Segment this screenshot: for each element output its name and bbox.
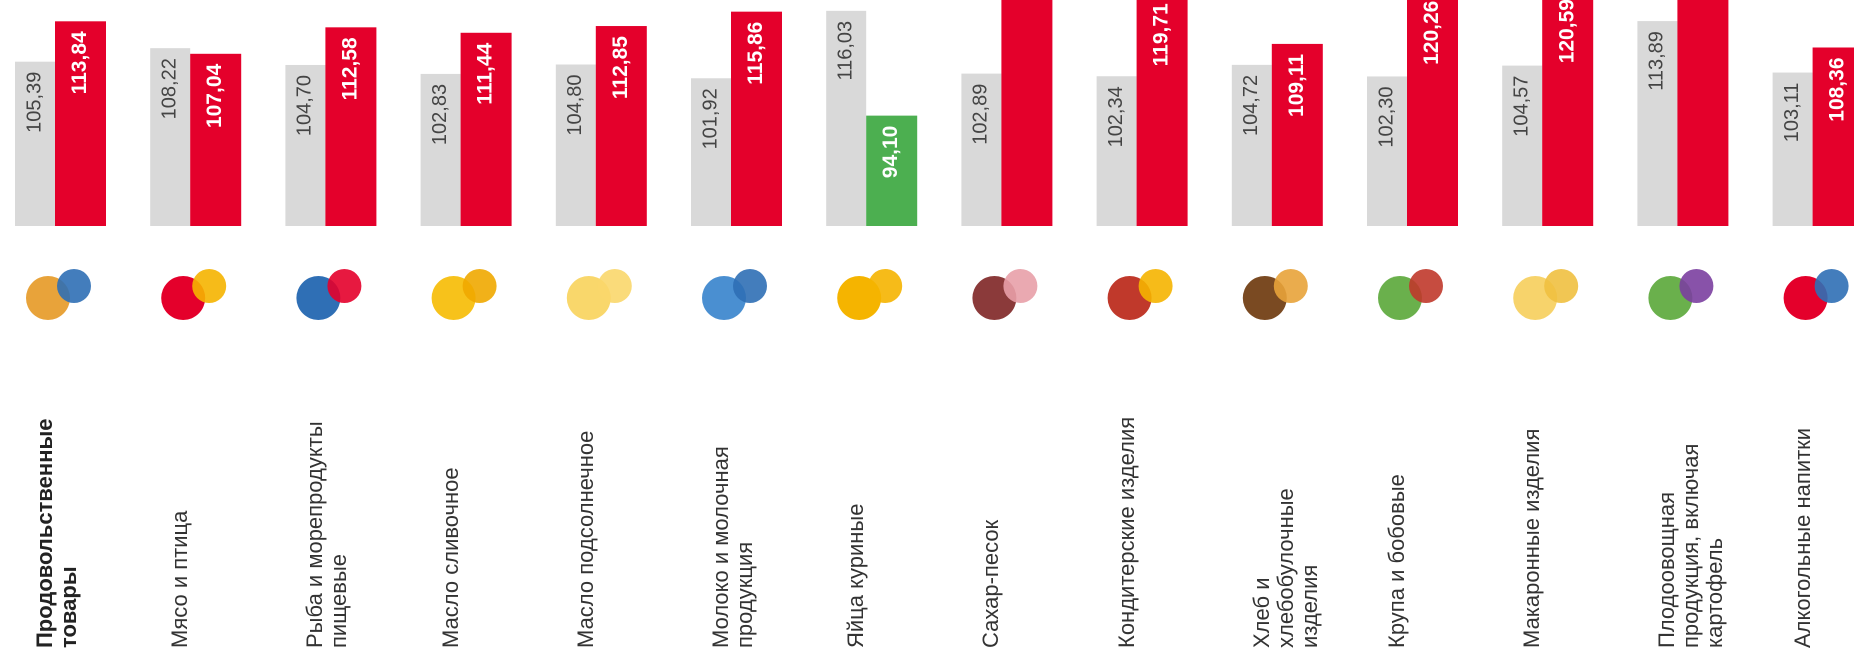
value-label: 102,34 — [1105, 86, 1127, 147]
value-label: 113,89 — [1646, 31, 1668, 91]
icon-part — [733, 269, 767, 303]
value-label: 102,30 — [1375, 86, 1397, 147]
value-label: 119,71 — [1150, 3, 1173, 66]
category-label: Мясо и птица — [168, 348, 192, 648]
value-label: 104,72 — [1240, 75, 1262, 136]
icon-part — [1544, 269, 1578, 303]
value-label: 109,11 — [1285, 54, 1308, 117]
page: 105,39 113,84 108,22 107,04 104,70 112,58 102,… — [0, 0, 1854, 652]
icon-part — [1274, 269, 1308, 303]
value-label: 111,44 — [474, 42, 497, 104]
value-label: 112,58 — [338, 37, 361, 100]
icon-part — [1409, 269, 1443, 303]
category-label: Продовольственные товары — [33, 348, 81, 648]
value-label: 101,92 — [699, 88, 721, 149]
category-label: Яйца куриные — [844, 348, 868, 648]
value-label: 94,10 — [879, 126, 902, 179]
category-label: Хлеб и хлебобулочные изделия — [1250, 348, 1322, 648]
value-label: 120,26 — [1420, 1, 1443, 65]
value-label: 108,36 — [1826, 57, 1849, 121]
bar — [1001, 0, 1052, 226]
icon-part — [1679, 269, 1713, 303]
icon-part — [57, 269, 91, 303]
value-label: 105,39 — [23, 72, 45, 133]
value-label: 104,57 — [1510, 76, 1532, 137]
category-label: Масло сливочное — [439, 348, 463, 648]
value-label: 113,84 — [68, 31, 91, 94]
category-label: Алкогольные напитки — [1791, 348, 1815, 648]
category-label: Масло подсолнечное — [574, 348, 598, 648]
bar — [1677, 0, 1728, 226]
value-label: 120,59 — [1555, 0, 1578, 63]
value-label: 104,70 — [294, 75, 316, 136]
category-label: Молоко и молочная продукция — [709, 348, 757, 648]
value-label: 102,83 — [429, 84, 451, 145]
category-label: Плодоовощная продукция, включая картофел… — [1655, 348, 1727, 648]
value-label: 102,89 — [970, 84, 992, 145]
icon-part — [598, 269, 632, 303]
icon-part — [1139, 269, 1173, 303]
value-label: 108,22 — [158, 58, 180, 119]
icon-part — [1815, 269, 1849, 303]
category-label: Крупа и бобовые — [1385, 348, 1409, 648]
category-label: Кондитерские изделия — [1115, 348, 1139, 648]
value-label: 103,11 — [1781, 83, 1803, 143]
icon-part — [192, 269, 226, 303]
icon-part — [327, 269, 361, 303]
value-label: 104,80 — [564, 75, 586, 136]
value-label: 116,03 — [834, 21, 856, 81]
category-label: Рыба и морепродукты пищевые — [303, 348, 351, 648]
value-label: 112,85 — [609, 36, 632, 99]
icon-part — [868, 269, 902, 303]
category-label: Макаронные изделия — [1520, 348, 1544, 648]
icon-part — [1003, 269, 1037, 303]
value-label: 107,04 — [203, 63, 226, 128]
chart: 105,39 113,84 108,22 107,04 104,70 112,58 102,… — [0, 0, 1854, 652]
category-label: Сахар-песок — [979, 348, 1003, 648]
icon-part — [463, 269, 497, 303]
value-label: 115,86 — [744, 22, 767, 85]
